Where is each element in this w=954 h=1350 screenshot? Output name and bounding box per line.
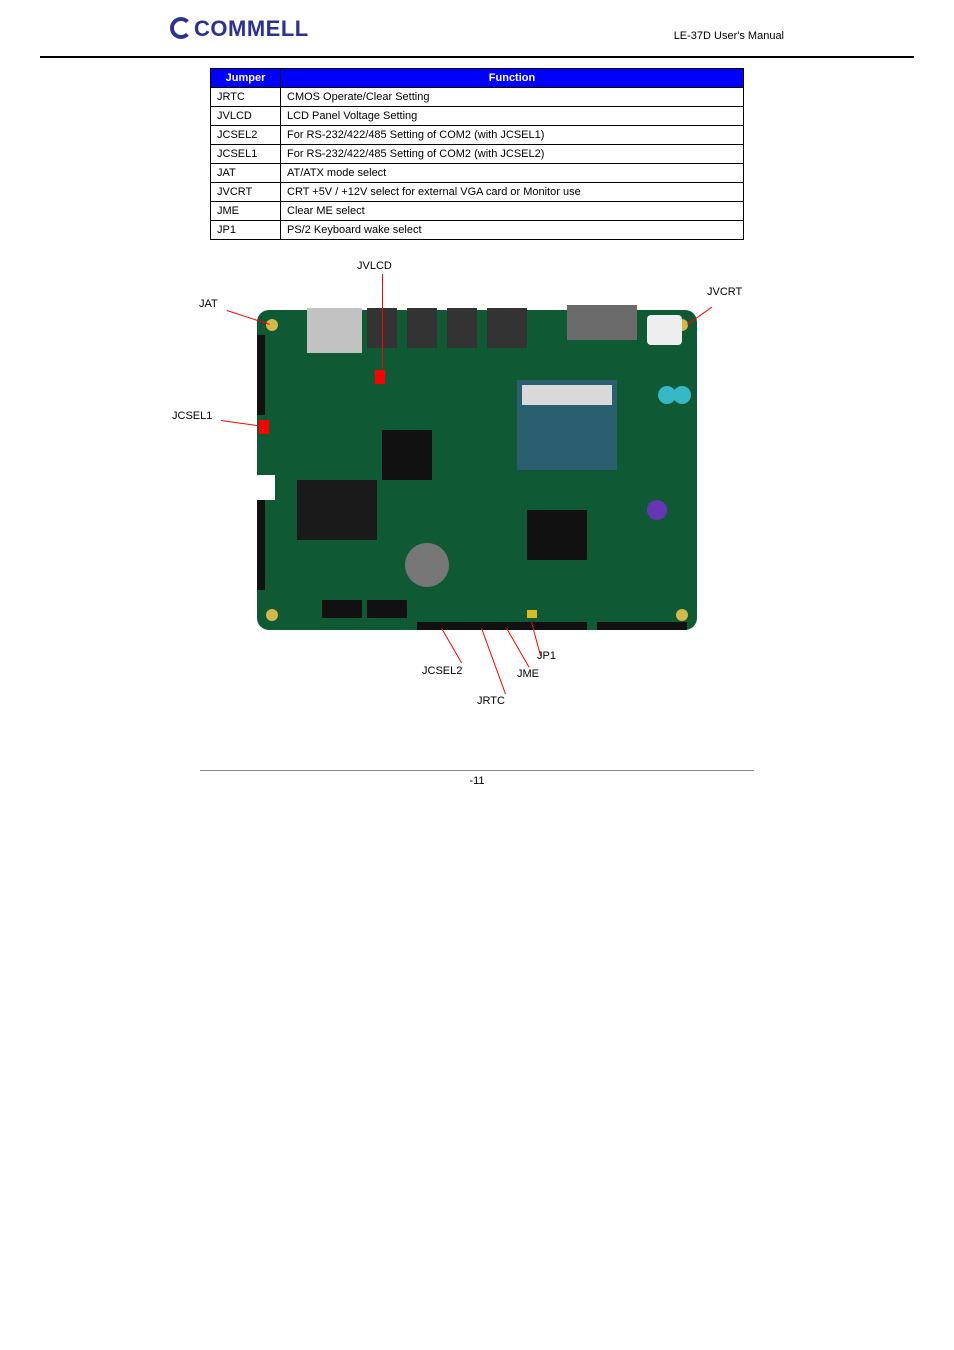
cell: JVLCD <box>211 107 281 126</box>
cell: Clear ME select <box>281 202 744 221</box>
callout-jat: JAT <box>199 298 218 310</box>
page-number: -11 <box>40 771 914 787</box>
cell: CMOS Operate/Clear Setting <box>281 88 744 107</box>
cell: JME <box>211 202 281 221</box>
callout-jp1: JP1 <box>537 650 556 662</box>
callout-jcsel2: JCSEL2 <box>422 665 462 677</box>
col-jumper: Jumper <box>211 69 281 88</box>
brand-logo: COMMELL <box>170 16 309 42</box>
jumper-table: Jumper Function JRTCCMOS Operate/Clear S… <box>210 68 744 240</box>
cell: PS/2 Keyboard wake select <box>281 221 744 240</box>
board-svg <box>227 280 727 650</box>
cell: JCSEL1 <box>211 145 281 164</box>
callout-jvcrt: JVCRT <box>707 286 742 298</box>
cell: JVCRT <box>211 183 281 202</box>
callout-jrtc: JRTC <box>477 695 505 707</box>
cell: JP1 <box>211 221 281 240</box>
cell: JAT <box>211 164 281 183</box>
callout-jme: JME <box>517 668 539 680</box>
board-diagram: JAT JVLCD JVCRT JCSEL1 JCSEL2 JRTC JME J… <box>227 280 727 650</box>
cell: CRT +5V / +12V select for external VGA c… <box>281 183 744 202</box>
callout-jvlcd: JVLCD <box>357 260 392 272</box>
cell: LCD Panel Voltage Setting <box>281 107 744 126</box>
cell: For RS-232/422/485 Setting of COM2 (with… <box>281 145 744 164</box>
brand-text: COMMELL <box>194 16 309 41</box>
cell: JCSEL2 <box>211 126 281 145</box>
col-function: Function <box>281 69 744 88</box>
callout-jcsel1: JCSEL1 <box>172 410 212 422</box>
cell: JRTC <box>211 88 281 107</box>
page-model: LE-37D User's Manual <box>674 30 784 42</box>
cell: For RS-232/422/485 Setting of COM2 (with… <box>281 126 744 145</box>
cell: AT/ATX mode select <box>281 164 744 183</box>
